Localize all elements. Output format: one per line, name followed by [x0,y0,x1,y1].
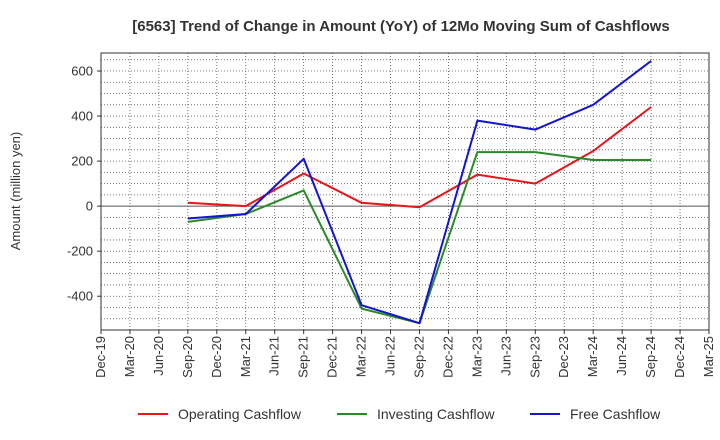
y-tick-labels: -400 -200 0 200 400 600 [67,64,101,304]
x-tick-label: Dec-24 [672,336,687,378]
investing-cashflow-legend-label: Investing Cashflow [377,406,495,422]
x-tick-label: Dec-21 [325,336,340,378]
x-tick-label: Jun-22 [383,336,398,376]
x-tick-label: Jun-24 [614,336,629,376]
x-tick-label: Dec-19 [93,336,108,378]
x-tick-label: Sep-23 [527,336,542,378]
free-cashflow-line [187,60,652,325]
y-tick-label: -400 [67,289,93,304]
x-tick-label: Dec-22 [440,336,455,378]
free-cashflow-legend-label: Free Cashflow [570,406,661,422]
grid-lines [100,53,710,330]
x-tick-label: Sep-24 [643,336,658,378]
legend: Operating Cashflow Investing Cashflow Free… [138,406,661,422]
x-tick-label: Jun-21 [267,336,282,376]
operating-cashflow-legend-label: Operating Cashflow [178,406,302,422]
x-tick-label: Jun-23 [498,336,513,376]
y-tick-label: 200 [71,154,93,169]
x-tick-label: Sep-20 [180,336,195,378]
x-tick-label: Mar-21 [238,336,253,377]
x-tick-label: Jun-20 [151,336,166,376]
y-tick-label: 400 [71,109,93,124]
y-tick-label: 0 [86,199,93,214]
x-tick-label: Sep-21 [296,336,311,378]
chart-title: [6563] Trend of Change in Amount (YoY) o… [132,18,670,35]
x-tick-label: Dec-23 [556,336,571,378]
y-tick-label: -200 [67,244,93,259]
x-tick-label: Dec-20 [209,336,224,378]
x-tick-labels: Dec-19 Mar-20 Jun-20 Sep-20 Dec-20 Mar-21 Jun-… [93,330,716,378]
x-tick-label: Mar-23 [469,336,484,377]
x-tick-label: Sep-22 [411,336,426,378]
series-lines [187,60,652,325]
y-tick-label: 600 [71,64,93,79]
x-tick-label: Mar-20 [122,336,137,377]
x-tick-label: Mar-25 [701,336,716,377]
plot-frame [100,52,710,331]
x-tick-label: Mar-24 [585,336,600,377]
investing-cashflow-line [187,151,652,325]
x-tick-label: Mar-22 [354,336,369,377]
y-axis-label: Amount (million yen) [8,132,23,251]
